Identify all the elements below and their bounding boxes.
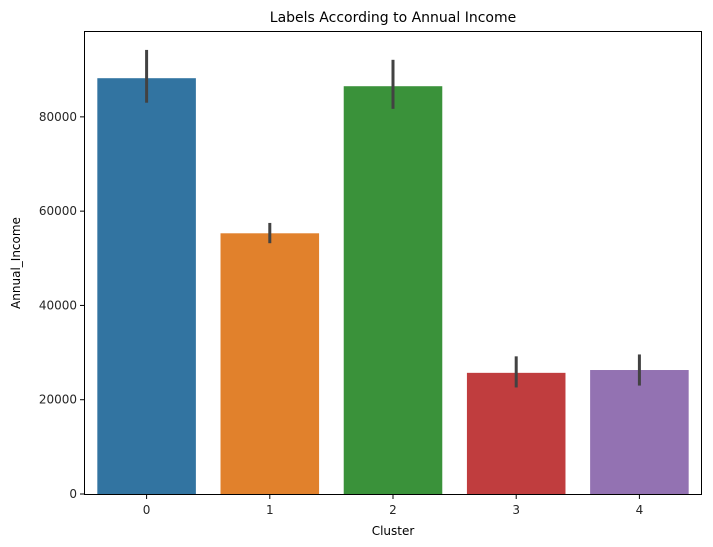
bar-cluster-3 — [466, 372, 566, 494]
y-tick-label: 80000 — [39, 110, 77, 124]
error-bars-layer — [145, 49, 641, 388]
chart-title: Labels According to Annual Income — [270, 10, 516, 26]
bar-cluster-2 — [343, 86, 443, 494]
x-axis-label: Cluster — [372, 524, 415, 538]
bar-cluster-0 — [97, 78, 196, 494]
x-tick-label: 0 — [143, 503, 151, 517]
bar-cluster-4 — [590, 370, 689, 494]
y-tick-label: 40000 — [39, 298, 77, 312]
y-tick-label: 60000 — [39, 204, 77, 218]
y-axis-ticks: 0 20000 40000 60000 80000 — [39, 110, 85, 501]
x-axis-ticks: 0 1 2 3 4 — [143, 494, 643, 517]
x-tick-label: 2 — [389, 503, 397, 517]
bar-cluster-1 — [220, 233, 320, 495]
y-tick-label: 0 — [69, 487, 77, 501]
y-tick-label: 20000 — [39, 393, 77, 407]
x-tick-label: 1 — [266, 503, 274, 517]
y-axis-label: Annual_Income — [9, 217, 23, 309]
x-tick-label: 3 — [512, 503, 520, 517]
x-tick-label: 4 — [636, 503, 644, 517]
plot-frame — [84, 31, 702, 495]
bars-layer — [97, 78, 689, 495]
